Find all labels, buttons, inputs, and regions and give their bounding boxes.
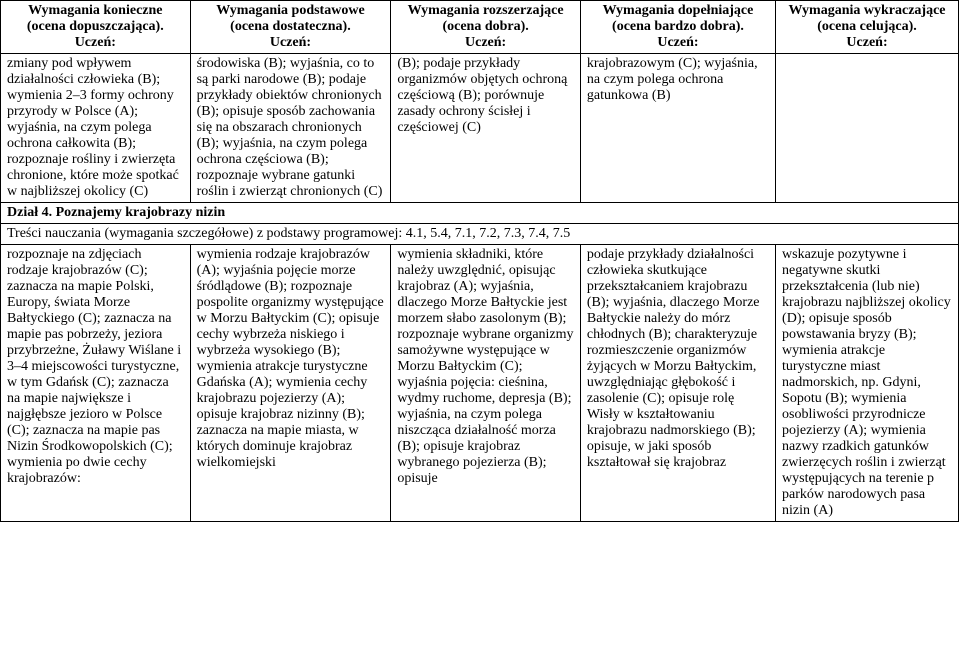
header-cell-konieczne: Wymagania konieczne (ocena dopuszczająca… — [1, 1, 191, 54]
requirements-table: Wymagania konieczne (ocena dopuszczająca… — [0, 0, 959, 522]
cell-konieczne: zmiany pod wpływem działalności człowiek… — [1, 54, 191, 203]
header-row: Wymagania konieczne (ocena dopuszczająca… — [1, 1, 959, 54]
header-uczen: Uczeń: — [657, 35, 698, 50]
cell-wykraczajace — [776, 54, 959, 203]
cell-dopelniajace: krajobrazowym (C); wyjaśnia, na czym pol… — [580, 54, 775, 203]
cell-rozszerzajace: wymienia składniki, które należy uwzględ… — [391, 245, 581, 522]
header-title: Wymagania podstawowe — [216, 3, 364, 18]
header-grade: (ocena dostateczna). — [230, 19, 351, 34]
cell-konieczne: rozpoznaje na zdjęciach rodzaje krajobra… — [1, 245, 191, 522]
header-grade: (ocena dopuszczająca). — [27, 19, 164, 34]
cell-podstawowe: wymienia rodzaje krajobrazów (A); wyjaśn… — [190, 245, 391, 522]
header-cell-dopelniajace: Wymagania dopełniające (ocena bardzo dob… — [580, 1, 775, 54]
header-grade: (ocena dobra). — [442, 19, 528, 34]
header-cell-wykraczajace: Wymagania wykraczające (ocena celująca).… — [776, 1, 959, 54]
header-cell-rozszerzajace: Wymagania rozszerzające (ocena dobra). U… — [391, 1, 581, 54]
content-row-1: zmiany pod wpływem działalności człowiek… — [1, 54, 959, 203]
content-row-2: rozpoznaje na zdjęciach rodzaje krajobra… — [1, 245, 959, 522]
header-grade: (ocena celująca). — [817, 19, 917, 34]
header-title: Wymagania dopełniające — [603, 3, 754, 18]
cell-wykraczajace: wskazuje pozytywne i negatywne skutki pr… — [776, 245, 959, 522]
header-title: Wymagania wykraczające — [789, 3, 946, 18]
header-uczen: Uczeń: — [75, 35, 116, 50]
header-title: Wymagania konieczne — [28, 3, 162, 18]
tresci-text: Treści nauczania (wymagania szczegółowe)… — [1, 224, 959, 245]
header-grade: (ocena bardzo dobra). — [612, 19, 744, 34]
header-uczen: Uczeń: — [270, 35, 311, 50]
header-uczen: Uczeń: — [465, 35, 506, 50]
section-row: Dział 4. Poznajemy krajobrazy nizin — [1, 203, 959, 224]
tresci-row: Treści nauczania (wymagania szczegółowe)… — [1, 224, 959, 245]
header-title: Wymagania rozszerzające — [408, 3, 564, 18]
header-uczen: Uczeń: — [846, 35, 887, 50]
cell-rozszerzajace: (B); podaje przykłady organizmów objętyc… — [391, 54, 581, 203]
cell-podstawowe: środowiska (B); wyjaśnia, co to są parki… — [190, 54, 391, 203]
cell-dopelniajace: podaje przykłady działalności człowieka … — [580, 245, 775, 522]
section-title: Dział 4. Poznajemy krajobrazy nizin — [1, 203, 959, 224]
header-cell-podstawowe: Wymagania podstawowe (ocena dostateczna)… — [190, 1, 391, 54]
